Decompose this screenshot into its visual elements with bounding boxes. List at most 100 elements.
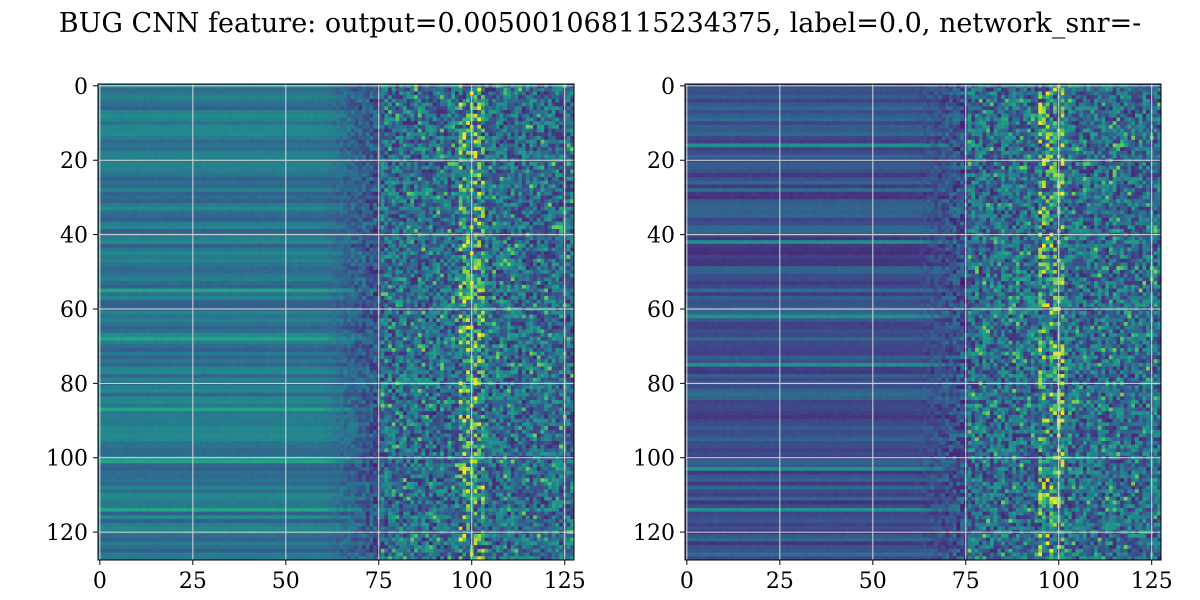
heatmap-cell <box>515 106 519 110</box>
heatmap-cell <box>269 114 273 118</box>
heatmap-cell <box>515 225 519 229</box>
heatmap-cell <box>236 95 240 99</box>
heatmap-cell <box>117 199 121 203</box>
heatmap-cell <box>113 170 117 174</box>
heatmap-cell <box>466 95 470 99</box>
heatmap-cell <box>474 222 478 226</box>
heatmap-cell <box>410 140 414 144</box>
heatmap-cell <box>206 192 210 196</box>
heatmap-cell <box>299 136 303 140</box>
heatmap-cell <box>128 103 132 107</box>
heatmap-cell <box>317 210 321 214</box>
heatmap-cell <box>221 155 225 159</box>
heatmap-cell <box>462 103 466 107</box>
heatmap-cell <box>448 188 452 192</box>
heatmap-cell <box>232 103 236 107</box>
heatmap-cell <box>213 117 217 121</box>
heatmap-cell <box>366 218 370 222</box>
heatmap-cell <box>552 196 556 200</box>
heatmap-cell <box>537 103 541 107</box>
heatmap-cell <box>541 207 545 211</box>
heatmap-cell <box>291 144 295 148</box>
heatmap-cell <box>448 203 452 207</box>
heatmap-cell <box>217 203 221 207</box>
heatmap-cell <box>399 136 403 140</box>
heatmap-cell <box>288 106 292 110</box>
heatmap-cell <box>474 132 478 136</box>
heatmap-cell <box>369 218 373 222</box>
heatmap-cell <box>500 170 504 174</box>
heatmap-cell <box>332 95 336 99</box>
heatmap-cell <box>477 162 481 166</box>
heatmap-cell <box>336 162 340 166</box>
heatmap-cell <box>158 181 162 185</box>
heatmap-cell <box>347 103 351 107</box>
heatmap-cell <box>113 88 117 92</box>
heatmap-cell <box>362 117 366 121</box>
heatmap-cell <box>306 103 310 107</box>
heatmap-cell <box>321 147 325 151</box>
heatmap-cell <box>135 192 139 196</box>
heatmap-cell <box>552 121 556 125</box>
heatmap-cell <box>184 222 188 226</box>
heatmap-cell <box>187 166 191 170</box>
heatmap-cell <box>496 218 500 222</box>
heatmap-cell <box>158 177 162 181</box>
heatmap-cell <box>135 106 139 110</box>
heatmap-cell <box>325 210 329 214</box>
heatmap-cell <box>262 144 266 148</box>
heatmap-cell <box>187 173 191 177</box>
heatmap-cell <box>559 103 563 107</box>
heatmap-cell <box>500 166 504 170</box>
heatmap-cell <box>384 155 388 159</box>
heatmap-cell <box>373 203 377 207</box>
heatmap-cell <box>202 147 206 151</box>
heatmap-cell <box>347 177 351 181</box>
heatmap-cell <box>187 170 191 174</box>
heatmap-cell <box>433 207 437 211</box>
heatmap-cell <box>544 144 548 148</box>
heatmap-cell <box>340 170 344 174</box>
heatmap-cell <box>410 173 414 177</box>
heatmap-cell <box>113 140 117 144</box>
heatmap-cell <box>533 140 537 144</box>
heatmap-cell <box>120 91 124 95</box>
heatmap-cell <box>425 140 429 144</box>
heatmap-cell <box>269 184 273 188</box>
heatmap-cell <box>105 132 109 136</box>
heatmap-cell <box>366 125 370 129</box>
heatmap-cell <box>366 151 370 155</box>
heatmap-cell <box>117 144 121 148</box>
heatmap-cell <box>262 151 266 155</box>
heatmap-cell <box>265 222 269 226</box>
heatmap-cell <box>247 166 251 170</box>
heatmap-cell <box>477 188 481 192</box>
heatmap-cell <box>485 199 489 203</box>
heatmap-cell <box>277 99 281 103</box>
heatmap-cell <box>224 214 228 218</box>
heatmap-cell <box>455 184 459 188</box>
heatmap-cell <box>254 140 258 144</box>
heatmap-cell <box>306 129 310 133</box>
heatmap-cell <box>158 132 162 136</box>
heatmap-cell <box>314 166 318 170</box>
heatmap-cell <box>280 188 284 192</box>
heatmap-cell <box>172 132 176 136</box>
heatmap-cell <box>414 162 418 166</box>
heatmap-cell <box>537 214 541 218</box>
heatmap-cell <box>180 125 184 129</box>
heatmap-cell <box>455 140 459 144</box>
heatmap-cell <box>332 214 336 218</box>
heatmap-cell <box>392 162 396 166</box>
heatmap-cell <box>117 214 121 218</box>
heatmap-cell <box>436 140 440 144</box>
heatmap-cell <box>403 192 407 196</box>
heatmap-cell <box>384 166 388 170</box>
heatmap-cell <box>436 188 440 192</box>
heatmap-cell <box>425 117 429 121</box>
heatmap-cell <box>117 151 121 155</box>
heatmap-cell <box>102 99 106 103</box>
heatmap-cell <box>481 155 485 159</box>
heatmap-cell <box>202 181 206 185</box>
heatmap-cell <box>518 110 522 114</box>
